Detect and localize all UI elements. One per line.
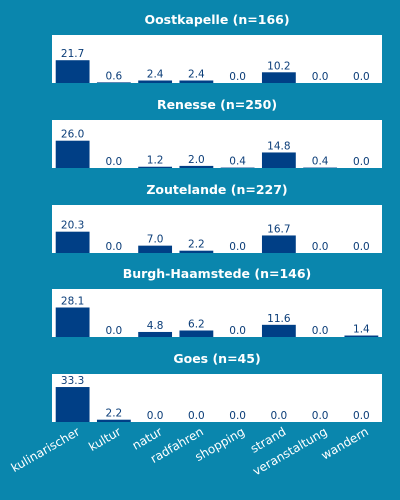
- panel-2: Zoutelande (n=227) 20.3 0.0 7.0 2.2 0.0 16.7 0.…: [52, 182, 382, 253]
- bar-value-label: 0.0: [353, 410, 370, 422]
- bar-value-label: 0.6: [106, 70, 123, 82]
- bar: [179, 250, 214, 253]
- bar-value-label: 0.0: [188, 410, 205, 422]
- bar-value-label: 0.0: [312, 325, 329, 337]
- panel-1: Renesse (n=250) 26.0 0.0 1.2 2.0 0.4 14.8 0.4 0.…: [52, 97, 382, 168]
- panel-background: [52, 374, 382, 422]
- bar: [179, 165, 214, 168]
- bar-value-label: 7.0: [147, 234, 164, 246]
- bar-value-label: 0.0: [353, 71, 370, 83]
- panel-background: [52, 205, 382, 253]
- bar-value-label: 16.7: [267, 223, 290, 235]
- bar-value-label: 2.2: [106, 408, 123, 420]
- bar-value-label: 1.2: [147, 155, 164, 167]
- panel-title: Oostkapelle (n=166): [144, 12, 289, 27]
- bar: [261, 235, 296, 253]
- panel-title: Goes (n=45): [173, 351, 260, 366]
- bar: [138, 166, 173, 168]
- bar: [179, 80, 214, 83]
- bar-value-label: 26.0: [61, 129, 84, 141]
- panel-background: [52, 35, 382, 83]
- bar-value-label: 6.2: [188, 318, 205, 330]
- bar: [138, 80, 173, 83]
- bar-value-label: 0.0: [312, 410, 329, 422]
- bar: [261, 152, 296, 168]
- bar-value-label: 4.8: [147, 320, 164, 332]
- panel-title: Renesse (n=250): [157, 97, 277, 112]
- bar: [55, 387, 90, 422]
- bar: [179, 330, 214, 337]
- bar-value-label: 0.0: [229, 410, 246, 422]
- bar-value-label: 0.0: [353, 156, 370, 168]
- x-tick-label: kulinarischer: [9, 424, 83, 475]
- bar: [261, 324, 296, 337]
- bar: [261, 72, 296, 83]
- panel-3: Burgh-Haamstede (n=146) 28.1 0.0 4.8 6.2 0.0 1…: [52, 266, 382, 337]
- bar-value-label: 11.6: [267, 313, 291, 325]
- bar-value-label: 2.4: [147, 68, 164, 80]
- bar: [96, 419, 131, 422]
- x-tick-label: wandern: [319, 424, 371, 462]
- panel-title: Burgh-Haamstede (n=146): [123, 266, 312, 281]
- panel-background: [52, 120, 382, 168]
- bar-value-label: 0.0: [229, 325, 246, 337]
- bar: [344, 335, 379, 337]
- bar-value-label: 0.4: [312, 156, 329, 168]
- bar: [138, 331, 173, 337]
- bar-value-label: 21.7: [61, 48, 84, 60]
- bar-value-label: 2.2: [188, 239, 205, 251]
- bar-value-label: 0.0: [271, 410, 288, 422]
- bar: [55, 140, 90, 168]
- bar-value-label: 0.0: [229, 71, 246, 83]
- bar-value-label: 0.0: [106, 325, 123, 337]
- bar-value-label: 2.0: [188, 154, 205, 166]
- bar: [55, 60, 90, 83]
- bar-value-label: 28.1: [61, 295, 84, 307]
- bar-value-label: 1.4: [353, 324, 370, 336]
- bar-value-label: 2.4: [188, 68, 205, 80]
- panel-title: Zoutelande (n=227): [146, 182, 287, 197]
- x-tick-label: kultur: [86, 424, 123, 454]
- bar: [96, 82, 131, 83]
- bar-value-label: 0.0: [353, 241, 370, 253]
- bar-value-label: 14.8: [267, 140, 290, 152]
- bar-value-label: 0.0: [312, 241, 329, 253]
- bar-value-label: 20.3: [61, 220, 84, 232]
- panel-4: Goes (n=45) 33.3 2.2 0.0 0.0 0.0 0.0 0.0 0.0: [52, 351, 382, 422]
- panel-0: Oostkapelle (n=166) 21.7 0.6 2.4 2.4 0.0 10.2 0…: [52, 12, 382, 83]
- bar: [55, 231, 90, 253]
- bar-value-label: 0.0: [147, 410, 164, 422]
- bar-value-label: 0.0: [229, 241, 246, 253]
- bar-value-label: 0.0: [106, 156, 123, 168]
- panel-background: [52, 289, 382, 337]
- bar: [55, 307, 90, 337]
- bar-value-label: 0.0: [312, 71, 329, 83]
- bar-value-label: 0.0: [106, 241, 123, 253]
- bar-value-label: 0.4: [229, 156, 246, 168]
- bar-value-label: 33.3: [61, 375, 84, 387]
- bar-value-label: 10.2: [267, 60, 290, 72]
- bar: [138, 245, 173, 253]
